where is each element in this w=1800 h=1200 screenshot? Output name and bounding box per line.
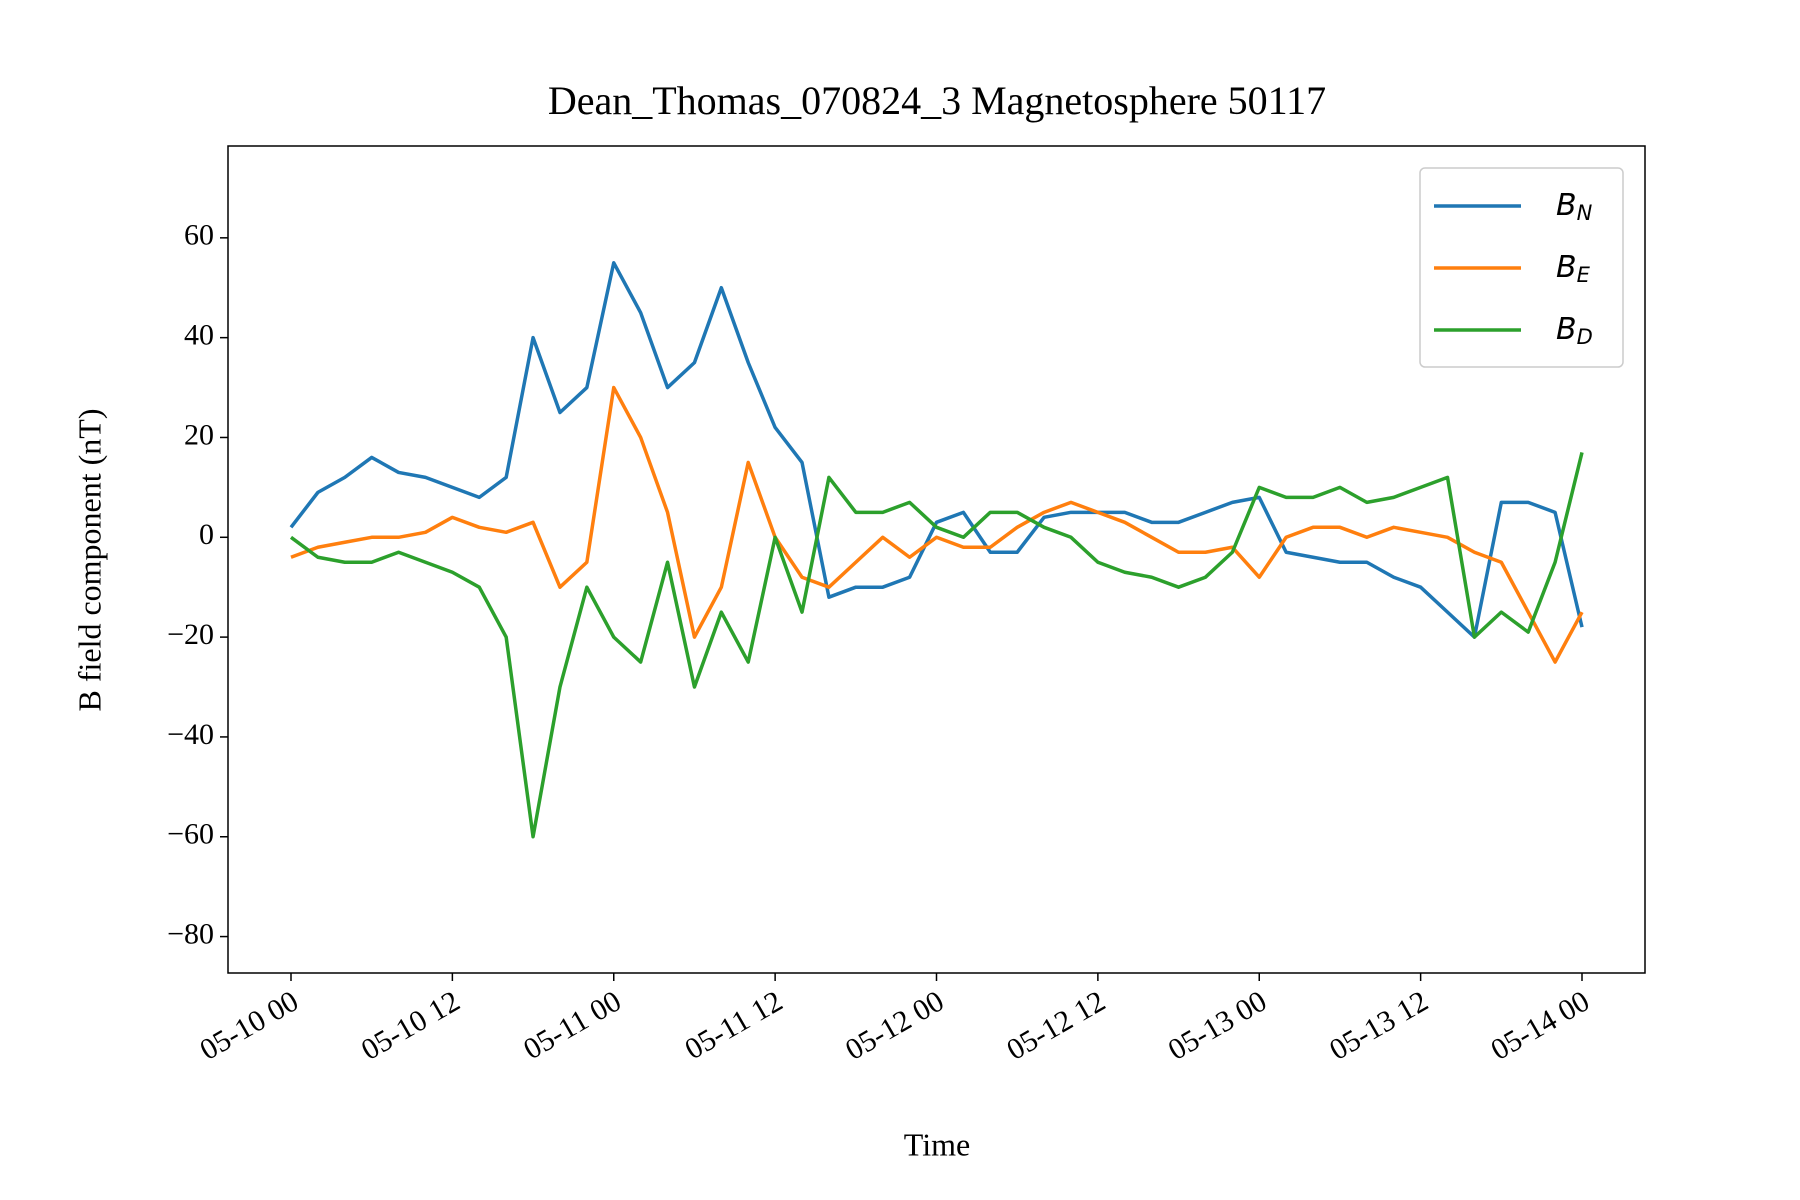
legend-box [1419, 167, 1624, 368]
x-axis-label: Time [904, 1126, 970, 1162]
y-tick-label: 40 [184, 319, 214, 352]
legend-label: BD [1556, 312, 1593, 350]
y-tick-label: 0 [199, 518, 214, 551]
y-tick-label: −20 [167, 618, 214, 651]
y-tick-label: −40 [167, 718, 214, 751]
series-line [289, 261, 1584, 639]
series-line [289, 452, 1584, 839]
y-axis-label: B field component (nT) [71, 408, 107, 711]
legend-label: BN [1556, 188, 1593, 226]
y-tick-label: −60 [167, 818, 214, 851]
y-tick-label: −80 [167, 917, 214, 950]
y-tick-label: 20 [184, 418, 214, 451]
y-tick-label: 60 [184, 219, 214, 252]
plot-frame [227, 145, 1646, 974]
chart-title: Dean_Thomas_070824_3 Magnetosphere 50117 [548, 78, 1326, 123]
series-line [290, 385, 1584, 664]
legend-label: BE [1556, 250, 1591, 288]
legend: BN BE BD [1419, 167, 1624, 368]
